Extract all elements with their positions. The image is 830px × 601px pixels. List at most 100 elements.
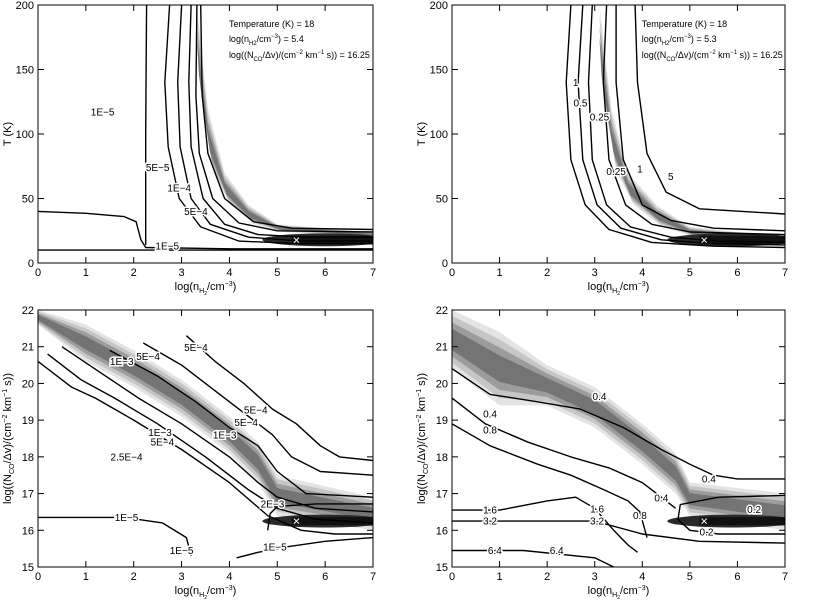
x-tick-label: 5 [274,571,280,583]
x-tick-label: 2 [544,267,550,279]
y-tick-label: 100 [16,129,34,141]
best-fit-marker: × [700,514,708,529]
contour-line-2 [452,423,648,538]
contour-label: 5E−4 [151,438,175,449]
contour-line-0 [38,360,373,535]
contour-label: 1E−5 [263,542,287,553]
contour-line-2 [587,5,785,244]
likelihood-band-level-1 [196,15,373,237]
y-tick-label: 20 [22,378,34,390]
x-tick-label: 4 [639,571,645,583]
x-tick-label: 5 [274,267,280,279]
contour-label: 0.2 [747,505,761,516]
contour-line-7 [38,516,192,557]
y-axis-label: T (K) [416,122,428,146]
contour-line-5 [185,335,373,462]
y-tick-label: 19 [22,415,34,427]
x-tick-label: 1 [497,571,503,583]
y-tick-label: 17 [436,489,448,501]
likelihood-band-level-3 [452,328,785,519]
contour-label: 5E−4 [136,352,160,363]
contour-line-7 [200,5,373,231]
contour-line-5 [634,5,785,215]
x-tick-label: 6 [734,571,740,583]
y-tick-label: 150 [430,65,448,77]
contour-line-4 [142,342,373,476]
y-tick-label: 21 [22,342,34,354]
plot-frame [451,4,786,264]
plot-area: 1E−5 5E−5 1E−4 5E−4 1E−5 × [38,5,373,254]
panel-top-right: 10.50.250.25 15×0 1 2 3 4 5 6 7050100150200log(n… [416,0,788,297]
x-tick-label: 5 [687,267,693,279]
y-tick-label: 100 [430,129,448,141]
annotation-density: log(nH2/cm−3) = 5.3 [642,34,717,47]
y-axis-label: log((NCO/Δv)/(cm−2 km−1 s)) [416,373,430,504]
annotation-density: log(nH2/cm−3) = 5.4 [229,34,304,47]
contour-line-0 [565,5,785,249]
plot-area: 1E−3 5E−45E−45E−45E−41E−31E−35E−42.5E−42E… [38,310,373,559]
y-tick-label: 50 [22,194,34,206]
contour-line-3 [164,5,373,245]
annotation-temperature: Temperature (K) = 18 [642,19,727,29]
x-tick-label: 4 [639,267,645,279]
x-tick-label: 1 [83,267,89,279]
panel-bottom-left: 1E−3 5E−45E−45E−45E−41E−31E−35E−42.5E−42E… [2,305,376,601]
plot-area: 10.50.250.25 15× [565,5,785,249]
contour-label: 6.4 [488,546,502,557]
contour-line-4 [177,5,373,242]
contour-label: 3.2 [590,517,604,528]
likelihood-band-level-3 [196,38,373,236]
likelihood-peak-core [291,517,373,526]
annotation-column-density: log((NCO/Δv)/(cm−2 km−1 s)) = 16.25 [642,50,783,63]
y-tick-label: 0 [442,258,448,270]
contour-label: 0.8 [633,511,647,522]
y-axis-label: T (K) [2,122,14,146]
x-tick-label: 3 [592,571,598,583]
x-tick-label: 1 [497,267,503,279]
x-tick-label: 7 [782,571,788,583]
y-tick-label: 19 [436,415,448,427]
x-tick-label: 6 [322,267,328,279]
x-tick-label: 2 [131,267,137,279]
x-tick-label: 1 [83,571,89,583]
x-tick-label: 5 [687,571,693,583]
y-tick-label: 50 [436,194,448,206]
contour-label: 5E−4 [184,343,208,354]
x-tick-label: 0 [35,571,41,583]
contour-line-1 [452,397,677,509]
x-tick-label: 4 [226,571,232,583]
likelihood-band-level-3 [599,38,785,240]
x-tick-label: 3 [592,267,598,279]
contour-label: 1E−3 [148,428,172,439]
y-tick-label: 22 [22,305,34,317]
x-tick-label: 6 [322,571,328,583]
x-tick-label: 2 [131,571,137,583]
plot-area: 0.40.40.80.40.40.20.20.81.6 1.63.2 3.26.4 6… [452,310,785,567]
contour-label: 0.4 [702,474,716,485]
contour-label: 1E−4 [167,184,191,195]
contour-label: 6.4 [550,546,564,557]
contour-label: 1E−5 [170,546,194,557]
y-tick-label: 0 [28,258,34,270]
x-tick-label: 4 [226,267,232,279]
contour-label: 0.4 [654,493,668,504]
contour-line-8 [236,536,373,559]
contour-line-5 [188,5,373,238]
x-tick-label: 2 [544,571,550,583]
contour-line-4 [615,5,785,232]
likelihood-peak-core [291,235,373,244]
contour-line-6 [195,5,373,233]
best-fit-marker: × [700,232,708,247]
contour-label: 3.2 [483,517,497,528]
contour-label: 0.25 [606,167,626,178]
best-fit-marker: × [293,514,301,529]
best-fit-marker: × [293,232,301,247]
y-tick-label: 16 [436,525,448,537]
x-axis-label: log(nH2/cm−3) [588,585,650,601]
contour-label: 0.2 [700,528,714,539]
contour-line-1 [577,5,785,246]
x-tick-label: 3 [179,571,185,583]
contour-label: 1E−3 [213,430,237,441]
contour-label: 1E−5 [155,242,179,253]
